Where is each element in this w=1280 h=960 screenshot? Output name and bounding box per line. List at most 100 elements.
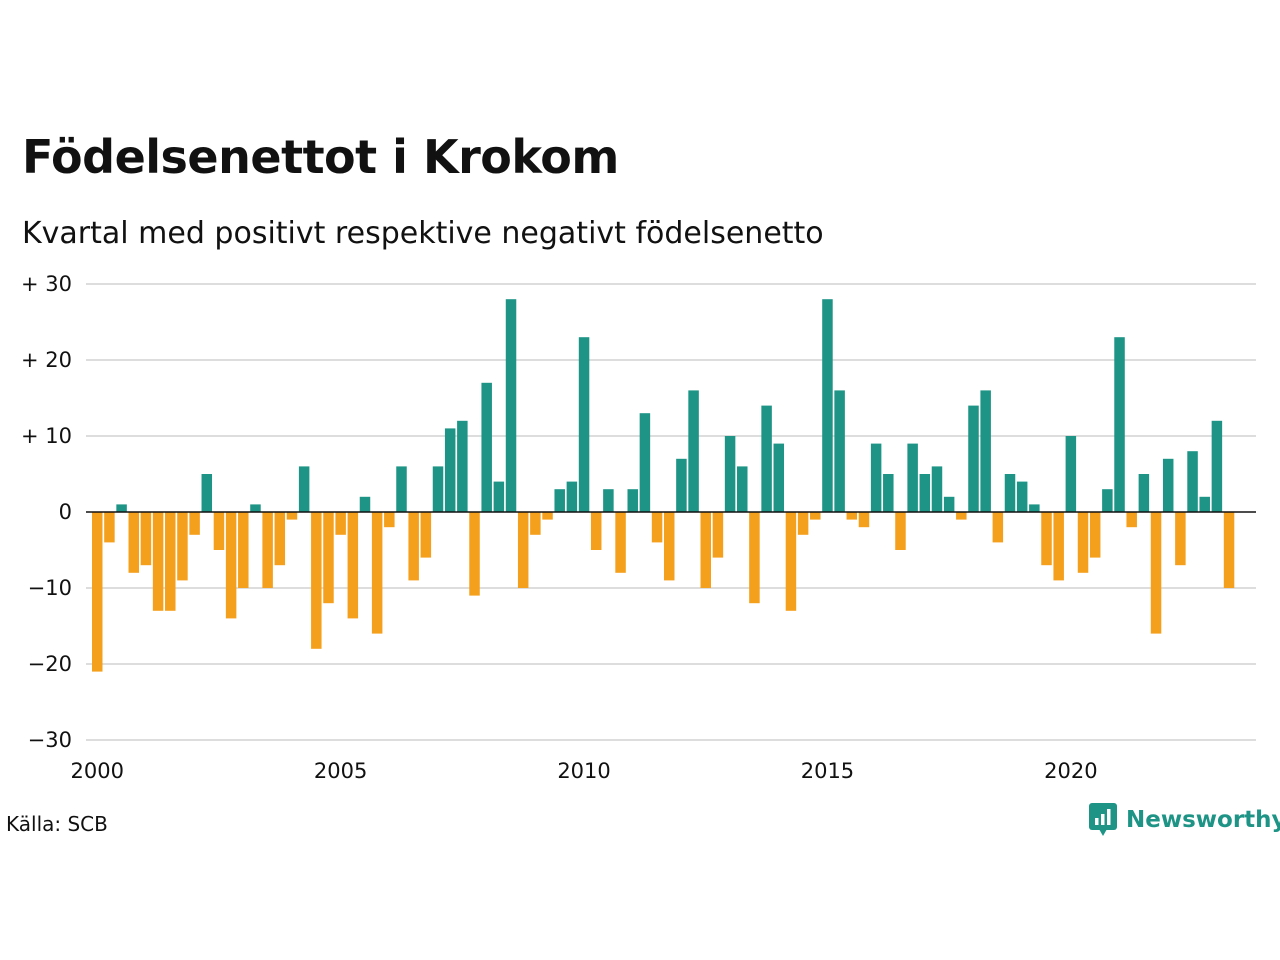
y-tick-label: + 30 — [21, 272, 72, 296]
bar-negative — [785, 512, 797, 611]
bar-positive — [566, 481, 578, 512]
bar-positive — [724, 436, 736, 512]
y-tick-label: + 10 — [21, 424, 72, 448]
y-axis-ticks: + 30 + 20 + 10 0 −10 −20 −30 — [21, 272, 72, 752]
y-tick-label: −10 — [28, 576, 72, 600]
bar-negative — [225, 512, 237, 619]
bar-positive — [1004, 474, 1016, 512]
bar-negative — [530, 512, 541, 535]
bar-negative — [347, 512, 359, 619]
bar-positive — [676, 458, 687, 512]
bar-negative — [700, 512, 711, 588]
y-tick-label: −30 — [28, 728, 72, 752]
bar-negative — [262, 512, 273, 588]
bar-positive — [578, 337, 590, 512]
bar-negative — [213, 512, 225, 550]
bar-positive — [761, 405, 772, 512]
bar-negative — [140, 512, 152, 566]
bar-positive — [298, 466, 310, 512]
bar-negative — [371, 512, 383, 634]
bar-positive — [396, 466, 407, 512]
bar-positive — [968, 405, 979, 512]
bar-negative — [311, 512, 322, 649]
x-tick-label: 2015 — [801, 759, 854, 783]
bar-negative — [895, 512, 906, 550]
bars — [92, 299, 1235, 672]
newsworthy-logo-icon — [1089, 803, 1117, 836]
bar-positive — [883, 474, 894, 512]
bar-positive — [907, 443, 918, 512]
bar-positive — [1211, 420, 1223, 512]
bar-negative — [749, 512, 760, 604]
bar-negative — [651, 512, 663, 543]
bar-positive — [603, 489, 614, 512]
bar-positive — [481, 382, 492, 512]
x-tick-label: 2020 — [1044, 759, 1097, 783]
bar-positive — [359, 496, 371, 512]
bar-positive — [627, 489, 638, 512]
y-tick-label: 0 — [59, 500, 72, 524]
bar-negative — [286, 512, 298, 520]
bar-positive — [444, 428, 456, 512]
bar-positive — [1187, 451, 1198, 512]
bar-positive — [980, 390, 991, 512]
bar-negative — [408, 512, 419, 581]
bar-positive — [493, 481, 505, 512]
bar-positive — [737, 466, 748, 512]
bar-negative — [1053, 512, 1064, 581]
bar-negative — [810, 512, 821, 520]
bar-negative — [542, 512, 553, 520]
bar-positive — [250, 504, 261, 512]
bar-negative — [858, 512, 870, 528]
bar-positive — [870, 443, 882, 512]
y-tick-label: + 20 — [21, 348, 72, 372]
bar-positive — [943, 496, 955, 512]
bar-negative — [420, 512, 432, 558]
bar-negative — [712, 512, 724, 558]
bar-negative — [517, 512, 529, 588]
bar-positive — [822, 299, 833, 512]
bar-positive — [773, 443, 785, 512]
bar-negative — [274, 512, 286, 566]
bar-positive — [201, 474, 213, 512]
bar-positive — [505, 299, 517, 512]
bar-positive — [919, 474, 931, 512]
bar-negative — [92, 512, 103, 672]
x-tick-label: 2005 — [314, 759, 367, 783]
bar-negative — [992, 512, 1004, 543]
x-tick-label: 2010 — [557, 759, 610, 783]
bar-negative — [846, 512, 858, 520]
bar-negative — [663, 512, 675, 581]
bar-positive — [1162, 458, 1174, 512]
bar-positive — [1114, 337, 1125, 512]
y-tick-label: −20 — [28, 652, 72, 676]
bar-negative — [590, 512, 602, 550]
bar-negative — [384, 512, 395, 528]
bar-negative — [335, 512, 346, 535]
bar-positive — [1016, 481, 1028, 512]
bar-positive — [688, 390, 699, 512]
bar-negative — [238, 512, 249, 588]
x-tick-label: 2000 — [71, 759, 124, 783]
bar-negative — [152, 512, 164, 611]
bar-negative — [1041, 512, 1052, 566]
bar-negative — [1223, 512, 1235, 588]
bar-negative — [1089, 512, 1101, 558]
chart-title: Födelsenettot i Krokom — [22, 130, 619, 184]
newsworthy-logo-text: Newsworthy — [1126, 807, 1280, 833]
bar-positive — [1029, 504, 1040, 512]
bar-positive — [639, 413, 651, 512]
bar-positive — [1102, 489, 1113, 512]
bar-positive — [834, 390, 845, 512]
bar-positive — [554, 489, 565, 512]
bar-chart: + 30+ 20+ 100−10−20−30 2000 2005 2010 2015 2… — [21, 272, 1256, 783]
x-axis-ticks: 2000 2005 2010 2015 2020 — [71, 759, 1098, 783]
bar-negative — [797, 512, 809, 535]
gridlines — [86, 283, 1256, 741]
bar-negative — [956, 512, 967, 520]
bar-positive — [1065, 436, 1077, 512]
bar-negative — [189, 512, 200, 535]
bar-positive — [931, 466, 943, 512]
bar-negative — [1150, 512, 1162, 634]
bar-negative — [104, 512, 115, 543]
